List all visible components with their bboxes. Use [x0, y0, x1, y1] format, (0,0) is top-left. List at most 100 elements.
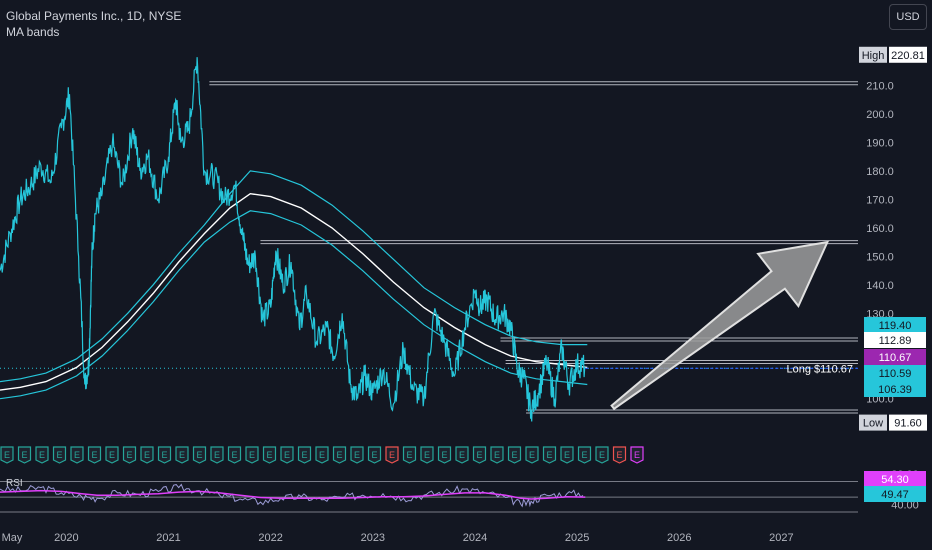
rsi-tag-value: 54.30	[881, 474, 909, 486]
earnings-marker-label: E	[476, 450, 482, 460]
price-labels: High 220.81 119.40 112.89 110.67 110.59 106.39…	[859, 46, 927, 502]
earnings-marker[interactable]	[17, 446, 32, 464]
rsi-ma-line	[0, 489, 586, 500]
price-tick-label: 160.0	[866, 223, 894, 235]
price-tick-label: 210.0	[866, 81, 894, 93]
earnings-marker-label: E	[546, 450, 552, 460]
earnings-marker[interactable]	[490, 446, 504, 464]
price-tick-label: 170.0	[866, 194, 894, 206]
earnings-marker[interactable]	[350, 446, 364, 464]
earnings-marker-label: E	[511, 450, 517, 460]
earnings-marker[interactable]	[87, 446, 102, 464]
earnings-marker[interactable]	[595, 446, 609, 464]
time-axis[interactable]: May 2020 2021 2022 2023 2024 2025 2026 2027	[2, 532, 794, 544]
rsi-pane: RSI	[0, 478, 858, 513]
earnings-marker[interactable]	[35, 446, 49, 464]
earnings-marker-label: E	[406, 450, 412, 460]
long-label[interactable]: Long $110.67	[787, 363, 853, 375]
earnings-marker[interactable]	[525, 446, 539, 464]
earnings-marker-label: E	[319, 450, 325, 460]
time-tick-label: 2022	[258, 532, 282, 544]
price-line[interactable]	[0, 57, 586, 422]
earnings-marker[interactable]	[420, 446, 434, 464]
price-tick-label: 190.0	[866, 137, 894, 149]
price-tag-badge	[859, 46, 887, 63]
earnings-marker[interactable]	[245, 446, 259, 464]
earnings-marker-label: E	[389, 450, 395, 460]
earnings-marker-label: E	[56, 450, 62, 460]
price-tag-value: 119.40	[879, 320, 912, 332]
earnings-marker-label: E	[336, 450, 342, 460]
price-tick-label: 180.0	[866, 166, 894, 178]
earnings-marker-label: E	[249, 450, 255, 460]
earnings-marker[interactable]	[140, 446, 154, 464]
earnings-marker-label: E	[634, 450, 640, 460]
time-tick-label: 2021	[156, 532, 180, 544]
price-tag-box	[864, 381, 926, 397]
earnings-marker-label: E	[459, 450, 465, 460]
up-arrow-shape[interactable]	[610, 240, 830, 411]
earnings-marker[interactable]	[0, 446, 14, 464]
earnings-marker[interactable]	[52, 446, 67, 464]
earnings-marker-label: E	[371, 450, 377, 460]
time-tick-label: 2025	[565, 532, 589, 544]
earnings-marker[interactable]	[122, 446, 137, 464]
price-tag-box	[889, 46, 927, 63]
earnings-marker-label: E	[109, 450, 115, 460]
earnings-marker[interactable]	[332, 446, 347, 464]
earnings-marker[interactable]	[157, 446, 172, 464]
indicator-label[interactable]: MA bands	[6, 25, 60, 39]
earnings-marker-label: E	[529, 450, 535, 460]
price-tick-label: 200.0	[866, 109, 894, 121]
long-position[interactable]: Long $110.67	[585, 363, 858, 375]
earnings-marker[interactable]	[507, 446, 522, 464]
ma-bands	[0, 170, 588, 400]
earnings-marker[interactable]	[402, 446, 417, 464]
earnings-marker-label: E	[441, 450, 447, 460]
earnings-marker[interactable]	[70, 446, 84, 464]
earnings-marker-label: E	[179, 450, 185, 460]
earnings-marker[interactable]	[315, 446, 329, 464]
earnings-marker[interactable]	[280, 446, 294, 464]
arrow-drawing[interactable]	[610, 240, 830, 411]
earnings-marker-label: E	[301, 450, 307, 460]
earnings-marker[interactable]	[192, 446, 207, 464]
rsi-label: RSI	[6, 478, 23, 489]
earnings-marker[interactable]	[367, 446, 382, 464]
earnings-marker[interactable]	[612, 446, 627, 464]
earnings-marker-label: E	[564, 450, 570, 460]
currency-button[interactable]: USD	[889, 4, 927, 30]
earnings-marker[interactable]	[437, 446, 452, 464]
price-tag-value: 220.81	[891, 50, 925, 62]
earnings-marker[interactable]	[472, 446, 487, 464]
price-axis[interactable]: 100.0110.0120.0130.0140.0150.0160.0170.0…	[866, 81, 919, 512]
earnings-marker[interactable]	[560, 446, 574, 464]
earnings-marker[interactable]	[227, 446, 242, 464]
earnings-marker[interactable]	[297, 446, 312, 464]
rsi-tick-label: 40.00	[891, 499, 919, 511]
earnings-marker-label: E	[214, 450, 220, 460]
earnings-marker[interactable]	[210, 446, 224, 464]
earnings-marker[interactable]	[542, 446, 557, 464]
earnings-marker-label: E	[424, 450, 430, 460]
earnings-marker[interactable]	[455, 446, 469, 464]
earnings-marker[interactable]	[630, 446, 644, 464]
earnings-marker[interactable]	[262, 446, 277, 464]
earnings-marker-label: E	[354, 450, 360, 460]
earnings-marker[interactable]	[385, 446, 399, 464]
earnings-marker[interactable]	[577, 446, 592, 464]
price-tag-name: High	[862, 50, 885, 62]
earnings-marker-label: E	[21, 450, 27, 460]
ma-center-line	[0, 192, 588, 391]
time-tick-label: 2024	[463, 532, 487, 544]
earnings-marker-label: E	[126, 450, 132, 460]
price-tag-box	[889, 414, 927, 431]
earnings-marker-label: E	[581, 450, 587, 460]
ma-upper-band	[0, 170, 588, 383]
earnings-marker[interactable]	[175, 446, 189, 464]
rsi-tag-value: 49.47	[881, 489, 909, 501]
price-tag-value: 112.89	[879, 335, 912, 347]
earnings-marker[interactable]	[105, 446, 119, 464]
